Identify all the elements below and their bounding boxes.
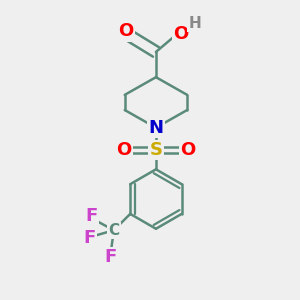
Text: C: C: [108, 223, 119, 238]
Text: F: F: [85, 207, 98, 225]
Text: F: F: [83, 229, 96, 247]
Text: O: O: [180, 141, 196, 159]
Text: F: F: [105, 248, 117, 266]
Text: O: O: [116, 141, 131, 159]
Text: S: S: [149, 141, 162, 159]
Text: O: O: [118, 22, 133, 40]
Text: H: H: [188, 16, 201, 31]
Text: O: O: [173, 25, 188, 43]
Text: N: N: [148, 119, 164, 137]
